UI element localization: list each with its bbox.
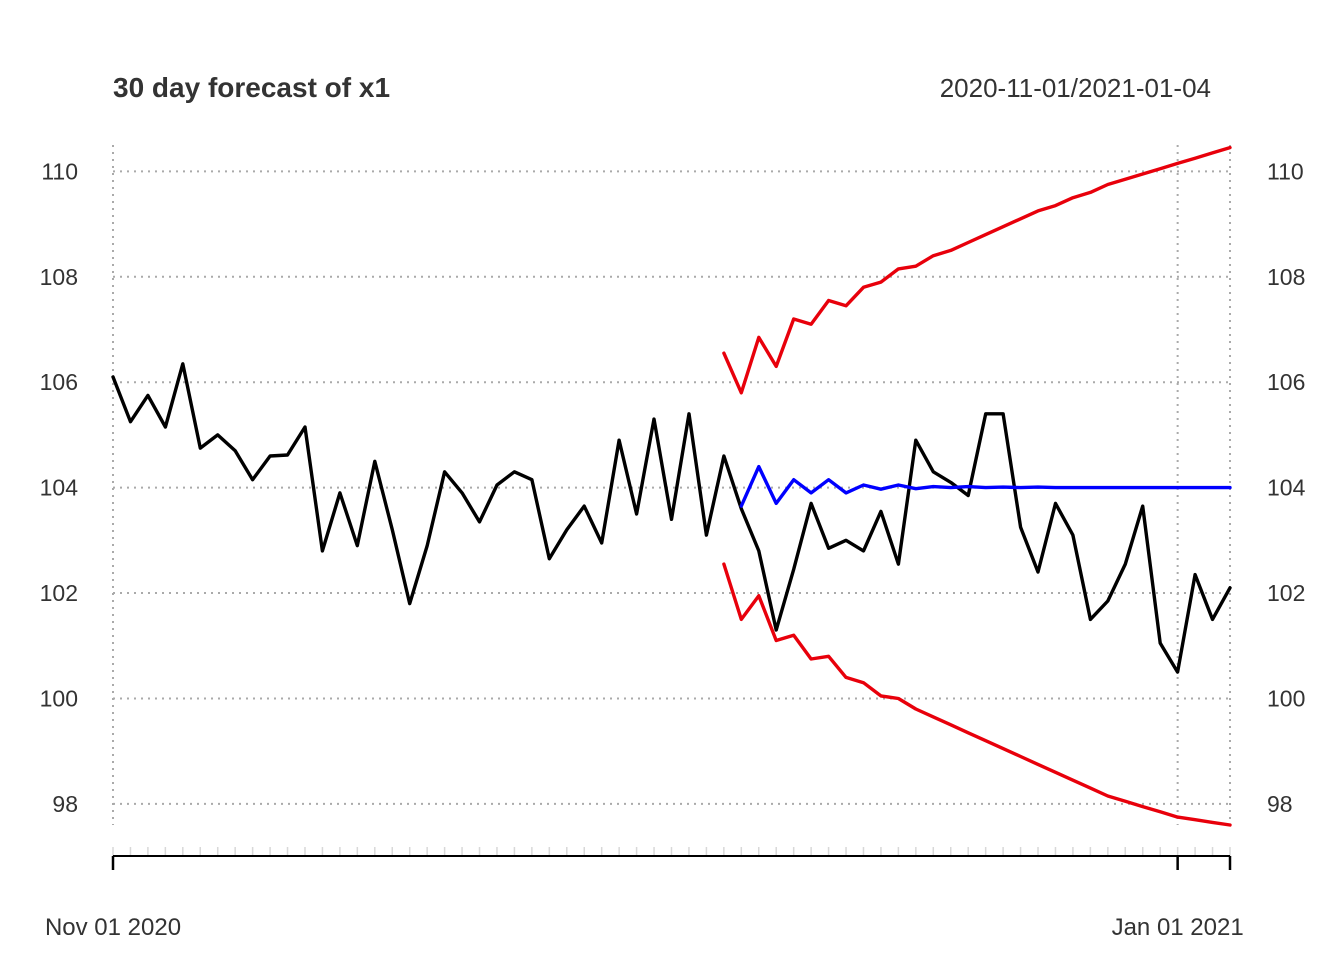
series-line <box>739 464 1232 508</box>
series-line <box>111 362 1232 674</box>
y-tick-label-right: 102 <box>1267 580 1305 606</box>
x-tick-label: Nov 01 2020 <box>45 914 181 941</box>
x-tick-label: Jan 01 2021 <box>1112 914 1244 941</box>
x-axis: Nov 01 2020 Jan 01 2021 <box>45 847 1244 941</box>
y-tick-label-left: 108 <box>40 264 78 290</box>
y-tick-label-right: 104 <box>1267 475 1306 501</box>
y-tick-label-right: 106 <box>1267 369 1305 395</box>
y-tick-label-right: 98 <box>1267 791 1293 817</box>
y-tick-label-left: 102 <box>40 580 78 606</box>
chart-title: 30 day forecast of x1 <box>113 72 390 103</box>
y-axis-left: 98 100 102 104 106 108 110 <box>40 158 79 817</box>
y-axis-right: 98 100 102 104 106 108 110 <box>1267 158 1306 817</box>
y-tick-label-left: 104 <box>40 475 79 501</box>
series-lines <box>111 145 1232 827</box>
grid-lines <box>112 145 1231 825</box>
y-tick-label-right: 100 <box>1267 685 1305 711</box>
y-tick-label-left: 106 <box>40 369 78 395</box>
y-tick-label-left: 98 <box>52 791 78 817</box>
date-range-label: 2020-11-01/2021-01-04 <box>940 73 1211 103</box>
y-tick-label-left: 100 <box>40 685 78 711</box>
y-tick-label-left: 110 <box>41 158 78 184</box>
series-line <box>722 562 1232 827</box>
y-tick-label-right: 110 <box>1267 158 1304 184</box>
series-line <box>722 145 1232 395</box>
y-tick-label-right: 108 <box>1267 264 1305 290</box>
